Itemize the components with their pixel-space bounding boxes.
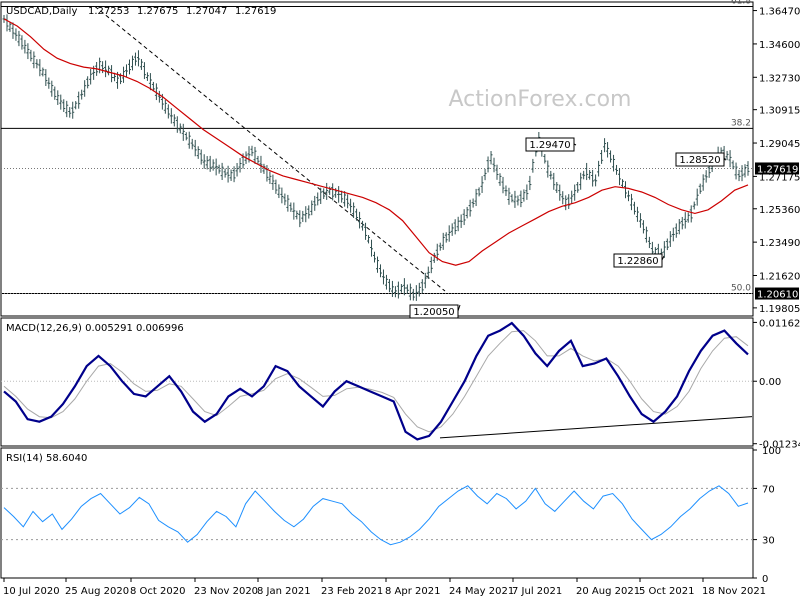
rsi-title: RSI(14) 58.6040 <box>6 453 87 464</box>
x-tick-label: 8 Apr 2021 <box>385 586 440 597</box>
price-annotation-box <box>409 304 459 319</box>
x-tick-label: 5 Oct 2021 <box>639 586 694 597</box>
x-tick-label: 7 Jul 2021 <box>512 586 562 597</box>
price-y-tick-label: 1.19805 <box>759 304 800 315</box>
annotation-leader <box>723 158 727 161</box>
macd-title: MACD(12,26,9) 0.005291 0.006996 <box>6 323 184 334</box>
macd-signal-line <box>3 330 749 433</box>
axes-layer: 1.36470 1.34600 1.32730 1.30915 1.29045 1.271… <box>3 7 800 597</box>
rsi-y-tick-label: 100 <box>762 446 781 457</box>
ohlc-high: 1.27675 <box>137 6 178 17</box>
rsi-panel-frame <box>0 447 754 579</box>
price-y-tick-label: 1.30915 <box>759 106 800 117</box>
x-tick-label: 20 Aug 2021 <box>576 586 640 597</box>
price-y-tick-label: 1.34600 <box>759 40 800 51</box>
x-tick-label: 8 Jan 2021 <box>257 586 311 597</box>
macd-y-tick-label: 0.011629 <box>759 318 800 329</box>
x-tick-label: 23 Feb 2021 <box>321 586 383 597</box>
x-tick-label: 24 May 2021 <box>449 586 514 597</box>
annotation-leader <box>573 143 577 146</box>
macd-layer <box>1 321 753 441</box>
fib-label: 61.8 <box>731 0 751 6</box>
fib-label: 50.0 <box>731 284 751 294</box>
downtrend-line <box>94 6 446 292</box>
rsi-y-tick-label: 70 <box>762 484 775 495</box>
price-y-tick-label: 1.27175 <box>759 172 800 183</box>
macd-y-tick-label: -0.012348 <box>759 440 800 451</box>
price-level-box <box>755 287 799 300</box>
rsi-line <box>3 485 749 546</box>
price-y-tick-label: 1.32730 <box>759 73 800 84</box>
rsi-layer <box>1 485 753 546</box>
price-y-tick-label: 1.29045 <box>759 139 800 150</box>
price-y-tick-label: 1.21620 <box>759 272 800 283</box>
ohlc-open: 1.27253 <box>88 6 129 17</box>
x-tick-label: 8 Oct 2020 <box>130 586 185 597</box>
price-y-tick-label: 1.25360 <box>759 205 800 216</box>
price-level-box <box>755 162 799 175</box>
ohlc-low: 1.27047 <box>186 6 227 17</box>
price-annotation-label: 1.20050 <box>413 307 454 318</box>
macd-y-tick-label: 0.00 <box>759 377 781 388</box>
price-panel-frame <box>0 1 754 317</box>
fib-label: 38.2 <box>731 118 751 128</box>
macd-trendline <box>439 416 753 439</box>
x-tick-label: 18 Nov 2021 <box>702 586 766 597</box>
price-layer: 61.8 38.2 50.0 1.29470 1.28520 1.22860 1.20050 <box>1 0 753 319</box>
price-annotation-label: 1.29470 <box>529 140 570 151</box>
ohlc-close: 1.27619 <box>235 6 276 17</box>
x-tick-label: 10 Jul 2020 <box>3 586 60 597</box>
watermark: ActionForex.com <box>449 87 632 112</box>
macd-line <box>3 321 749 441</box>
price-annotation-label: 1.22860 <box>617 256 658 267</box>
price-y-tick-label: 1.23490 <box>759 238 800 249</box>
annotation-leader <box>661 255 665 261</box>
price-annotation-box <box>613 253 663 268</box>
moving-average-line <box>3 18 749 266</box>
annotation-leader <box>457 304 461 312</box>
rsi-y-tick-label: 0 <box>762 574 768 585</box>
macd-panel-frame <box>0 317 754 447</box>
symbol-label: USDCAD,Daily <box>6 6 77 17</box>
price-y-tick-label: 1.36470 <box>759 7 800 18</box>
price-annotation-label: 1.28520 <box>679 155 720 166</box>
x-tick-label: 25 Aug 2020 <box>65 586 129 597</box>
price-level-box-label: 1.27619 <box>757 164 798 175</box>
rsi-y-tick-label: 30 <box>762 536 775 547</box>
price-level-box-label: 1.20610 <box>757 290 798 301</box>
x-tick-label: 23 Nov 2020 <box>194 586 258 597</box>
